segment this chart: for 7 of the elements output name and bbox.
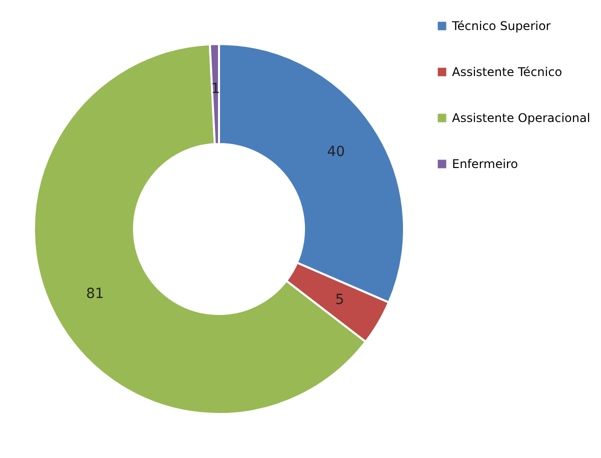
data-label: 5	[335, 292, 344, 308]
legend-label: Assistente Operacional	[452, 111, 590, 125]
legend-label: Assistente Técnico	[452, 65, 562, 79]
data-label: 81	[86, 286, 104, 302]
legend-label: Enfermeiro	[452, 157, 518, 171]
legend-label: Técnico Superior	[451, 19, 551, 33]
data-label: 40	[327, 144, 345, 160]
